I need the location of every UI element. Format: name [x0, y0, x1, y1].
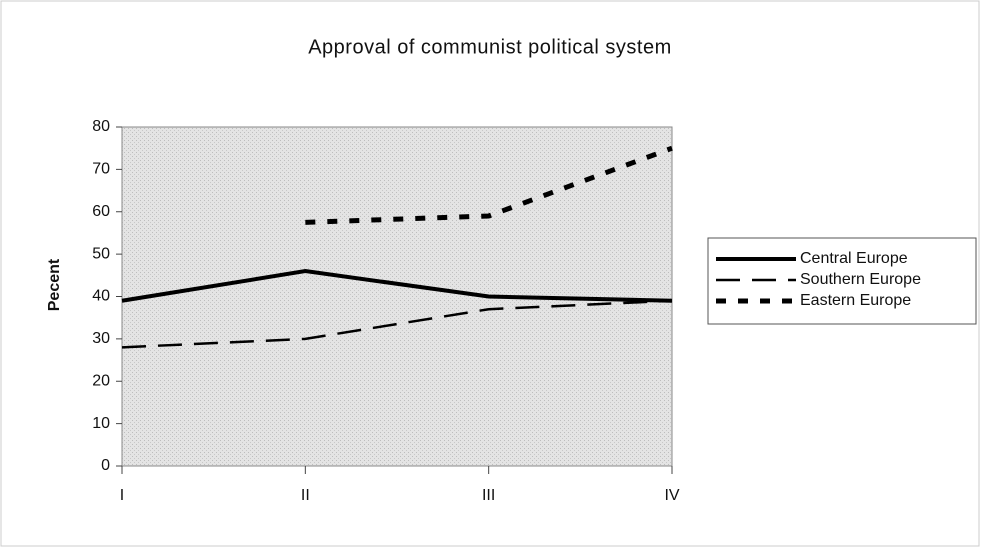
series-line — [305, 145, 673, 225]
y-tick-label: 80 — [92, 118, 110, 135]
y-tick-label: 70 — [92, 161, 110, 178]
x-tick-label: IV — [664, 487, 679, 504]
y-tick-label: 50 — [92, 245, 110, 262]
x-tick-label: III — [482, 487, 495, 504]
series-line — [121, 299, 673, 349]
y-tick-label: 60 — [92, 203, 110, 220]
y-tick-label: 30 — [92, 330, 110, 347]
x-tick-label: II — [301, 487, 310, 504]
x-tick-label: I — [120, 487, 124, 504]
series-line — [121, 269, 673, 303]
chart-title: Approval of communist political system — [308, 36, 672, 58]
y-tick-label: 0 — [101, 457, 110, 474]
legend-label: Southern Europe — [800, 271, 921, 288]
legend-label: Central Europe — [800, 250, 908, 267]
plot-area — [121, 126, 673, 467]
y-tick-label: 10 — [92, 415, 110, 432]
y-tick-label: 20 — [92, 372, 110, 389]
y-axis-label: Pecent — [46, 258, 63, 311]
legend-label: Eastern Europe — [800, 292, 911, 309]
y-tick-label: 40 — [92, 288, 110, 305]
